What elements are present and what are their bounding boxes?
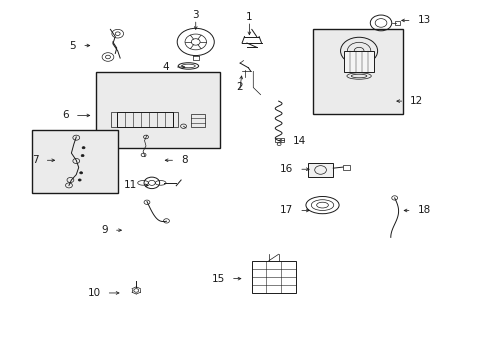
Bar bbox=[172, 112, 178, 127]
Text: 16: 16 bbox=[280, 164, 293, 174]
Text: 2: 2 bbox=[236, 82, 243, 92]
Bar bbox=[116, 112, 172, 127]
Circle shape bbox=[81, 154, 84, 157]
Text: 14: 14 bbox=[293, 136, 306, 145]
Circle shape bbox=[80, 172, 82, 174]
Bar bbox=[307, 163, 332, 177]
Bar bbox=[274, 138, 283, 142]
Text: 3: 3 bbox=[192, 10, 199, 20]
Text: 12: 12 bbox=[409, 96, 423, 106]
Bar bbox=[394, 21, 399, 25]
Text: 5: 5 bbox=[69, 41, 76, 50]
Text: 4: 4 bbox=[162, 62, 168, 72]
Text: 11: 11 bbox=[124, 180, 137, 190]
Text: 15: 15 bbox=[211, 274, 224, 284]
Bar bbox=[96, 72, 220, 148]
Circle shape bbox=[78, 179, 81, 181]
Bar bbox=[312, 30, 402, 114]
Bar bbox=[344, 51, 373, 72]
Text: 7: 7 bbox=[32, 155, 39, 165]
Text: 17: 17 bbox=[280, 206, 293, 216]
Text: 8: 8 bbox=[181, 155, 187, 165]
Text: 6: 6 bbox=[62, 111, 69, 121]
Bar bbox=[342, 165, 349, 170]
Bar bbox=[32, 130, 118, 193]
Text: 13: 13 bbox=[417, 15, 430, 26]
Text: 10: 10 bbox=[87, 288, 101, 298]
Circle shape bbox=[82, 147, 85, 149]
Bar bbox=[110, 112, 116, 127]
Text: 9: 9 bbox=[101, 225, 108, 235]
Bar bbox=[190, 114, 204, 127]
Bar bbox=[251, 261, 295, 293]
Text: 18: 18 bbox=[417, 206, 430, 216]
Text: 1: 1 bbox=[245, 12, 252, 22]
